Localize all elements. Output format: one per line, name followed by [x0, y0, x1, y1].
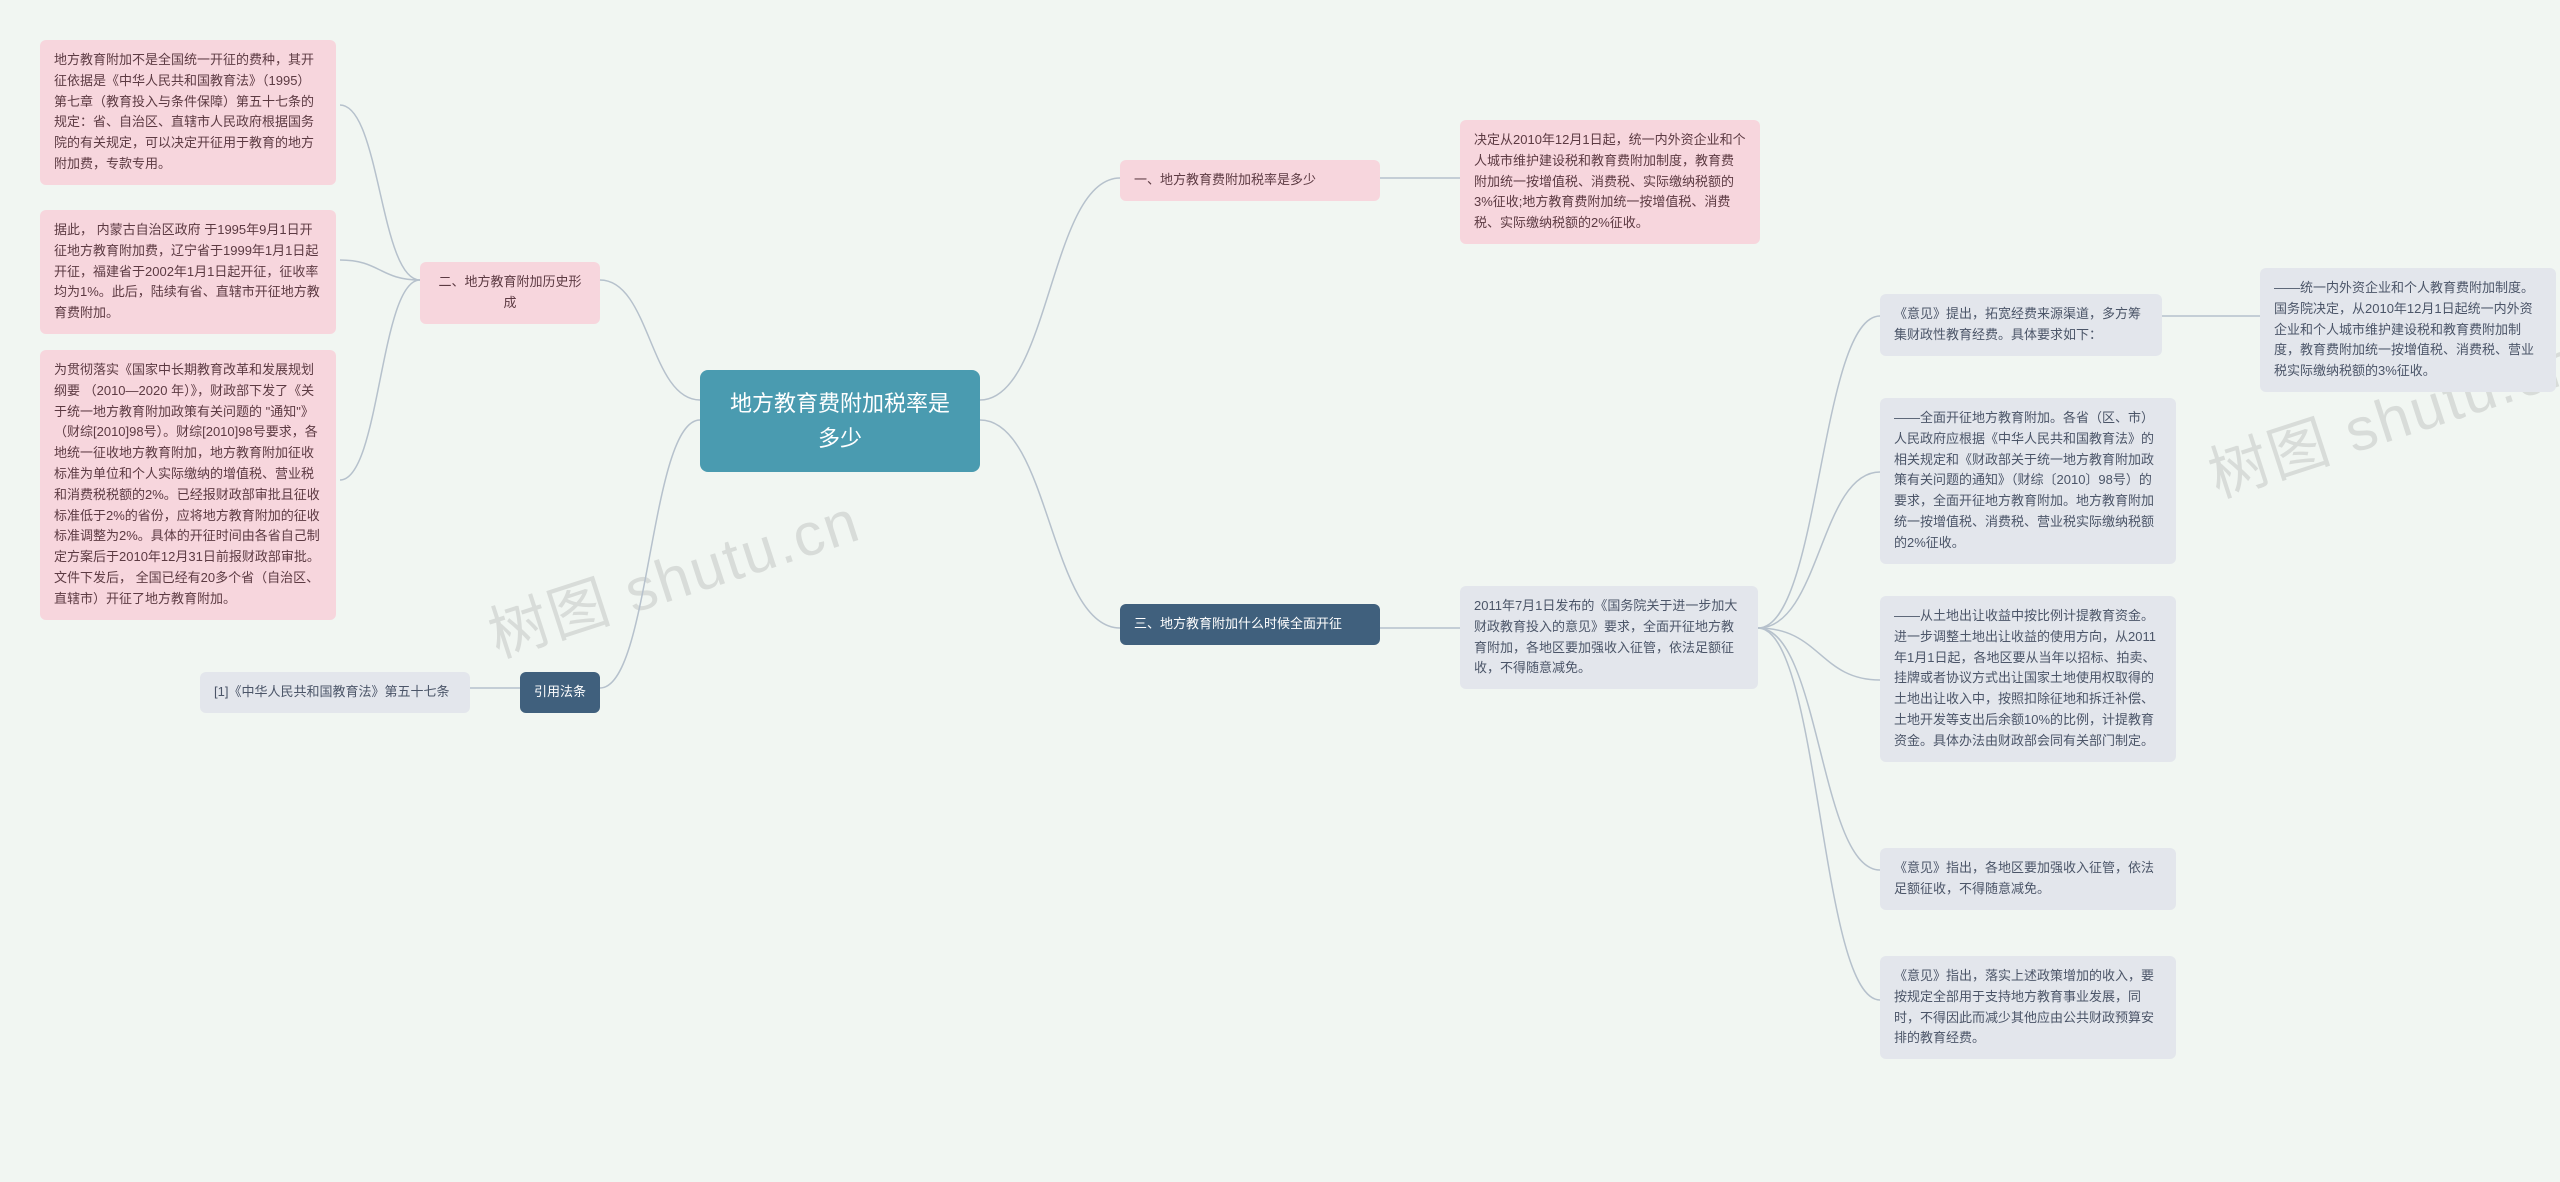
branch-2-leaf-2: 据此， 内蒙古自治区政府 于1995年9月1日开征地方教育附加费，辽宁省于199…: [40, 210, 336, 334]
branch-3: 三、地方教育附加什么时候全面开征: [1120, 604, 1380, 645]
branch-law-ref: [1]《中华人民共和国教育法》第五十七条: [200, 672, 470, 713]
branch-law: 引用法条: [520, 672, 600, 713]
branch-3-sub-1a: ——统一内外资企业和个人教育费附加制度。国务院决定，从2010年12月1日起统一…: [2260, 268, 2556, 392]
root-node: 地方教育费附加税率是多少: [700, 370, 980, 472]
branch-3-sub-5: 《意见》指出，落实上述政策增加的收入，要按规定全部用于支持地方教育事业发展，同时…: [1880, 956, 2176, 1059]
branch-3-sub-1: 《意见》提出，拓宽经费来源渠道，多方筹集财政性教育经费。具体要求如下：: [1880, 294, 2162, 356]
branch-3-desc: 2011年7月1日发布的《国务院关于进一步加大财政教育投入的意见》要求，全面开征…: [1460, 586, 1758, 689]
watermark-1: 树图 shutu.cn: [476, 473, 870, 675]
branch-3-sub-4: 《意见》指出，各地区要加强收入征管，依法足额征收，不得随意减免。: [1880, 848, 2176, 910]
branch-2-leaf-1: 地方教育附加不是全国统一开征的费种，其开征依据是《中华人民共和国教育法》（199…: [40, 40, 336, 185]
branch-2: 二、地方教育附加历史形成: [420, 262, 600, 324]
branch-2-leaf-3: 为贯彻落实《国家中长期教育改革和发展规划纲要 （2010—2020 年）》，财政…: [40, 350, 336, 620]
branch-3-sub-2: ——全面开征地方教育附加。各省（区、市）人民政府应根据《中华人民共和国教育法》的…: [1880, 398, 2176, 564]
branch-1: 一、地方教育费附加税率是多少: [1120, 160, 1380, 201]
connectors: [260, 0, 2560, 1182]
branch-3-sub-3: ——从土地出让收益中按比例计提教育资金。进一步调整土地出让收益的使用方向，从20…: [1880, 596, 2176, 762]
branch-1-leaf-1: 决定从2010年12月1日起，统一内外资企业和个人城市维护建设税和教育费附加制度…: [1460, 120, 1760, 244]
